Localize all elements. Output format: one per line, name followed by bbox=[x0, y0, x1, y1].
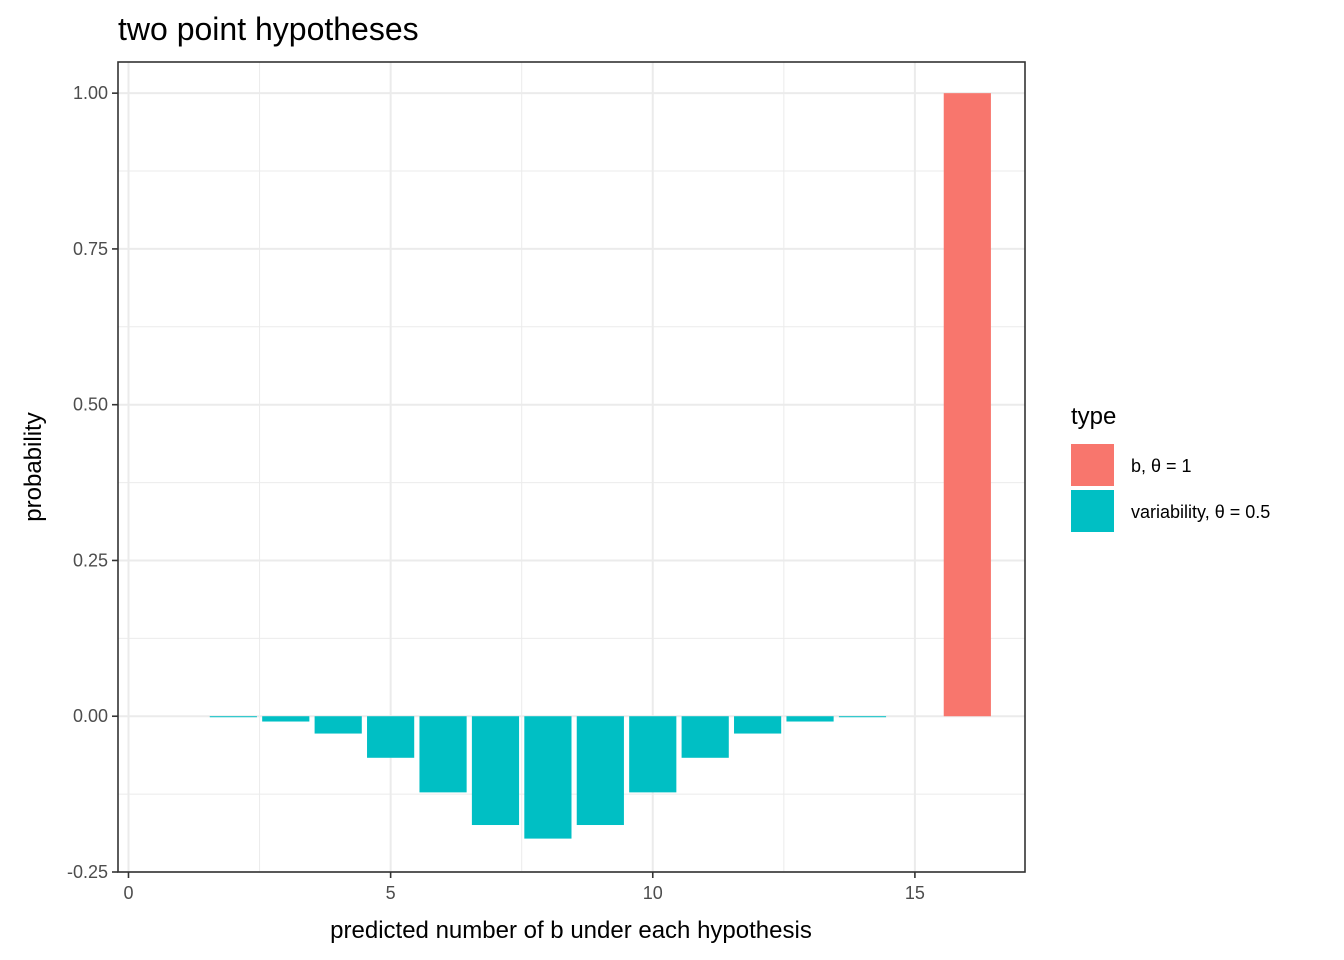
x-tick-label: 15 bbox=[905, 883, 925, 903]
bar bbox=[576, 716, 624, 826]
grid-minor bbox=[118, 62, 1025, 872]
legend-label: b, θ = 1 bbox=[1131, 456, 1192, 476]
bar bbox=[419, 716, 467, 793]
y-tick-label: 0.25 bbox=[73, 550, 108, 570]
bar bbox=[367, 716, 415, 758]
bars bbox=[209, 93, 991, 839]
x-axis: 0 5 10 15 bbox=[123, 872, 925, 903]
y-tick-label: 1.00 bbox=[73, 83, 108, 103]
bar bbox=[209, 716, 257, 718]
x-tick-label: 0 bbox=[123, 883, 133, 903]
legend-key bbox=[1071, 490, 1114, 532]
y-axis: -0.25 0.00 0.25 0.50 0.75 1.00 bbox=[67, 83, 118, 882]
y-axis-title: probability bbox=[20, 412, 47, 521]
legend: type b, θ = 1 variability, θ = 0.5 bbox=[1071, 403, 1270, 532]
bar bbox=[786, 716, 834, 722]
y-tick-label: -0.25 bbox=[67, 862, 108, 882]
legend-key bbox=[1071, 444, 1114, 486]
panel-border bbox=[117, 61, 1026, 873]
x-tick-label: 5 bbox=[386, 883, 396, 903]
bar bbox=[734, 716, 782, 734]
bar bbox=[629, 716, 677, 793]
bar bbox=[943, 93, 991, 717]
bar bbox=[838, 716, 887, 718]
bar bbox=[262, 716, 310, 722]
bar bbox=[524, 716, 572, 839]
chart-title: two point hypotheses bbox=[118, 11, 419, 47]
legend-label: variability, θ = 0.5 bbox=[1131, 502, 1270, 522]
bar bbox=[681, 716, 729, 758]
bar bbox=[471, 716, 520, 826]
x-axis-title: predicted number of b under each hypothe… bbox=[330, 917, 812, 944]
legend-title: type bbox=[1071, 403, 1116, 430]
plot-panel bbox=[117, 61, 1026, 873]
y-tick-label: 0.00 bbox=[73, 706, 108, 726]
y-tick-label: 0.50 bbox=[73, 395, 108, 415]
bar bbox=[314, 716, 362, 734]
y-tick-label: 0.75 bbox=[73, 239, 108, 259]
x-tick-label: 10 bbox=[643, 883, 663, 903]
